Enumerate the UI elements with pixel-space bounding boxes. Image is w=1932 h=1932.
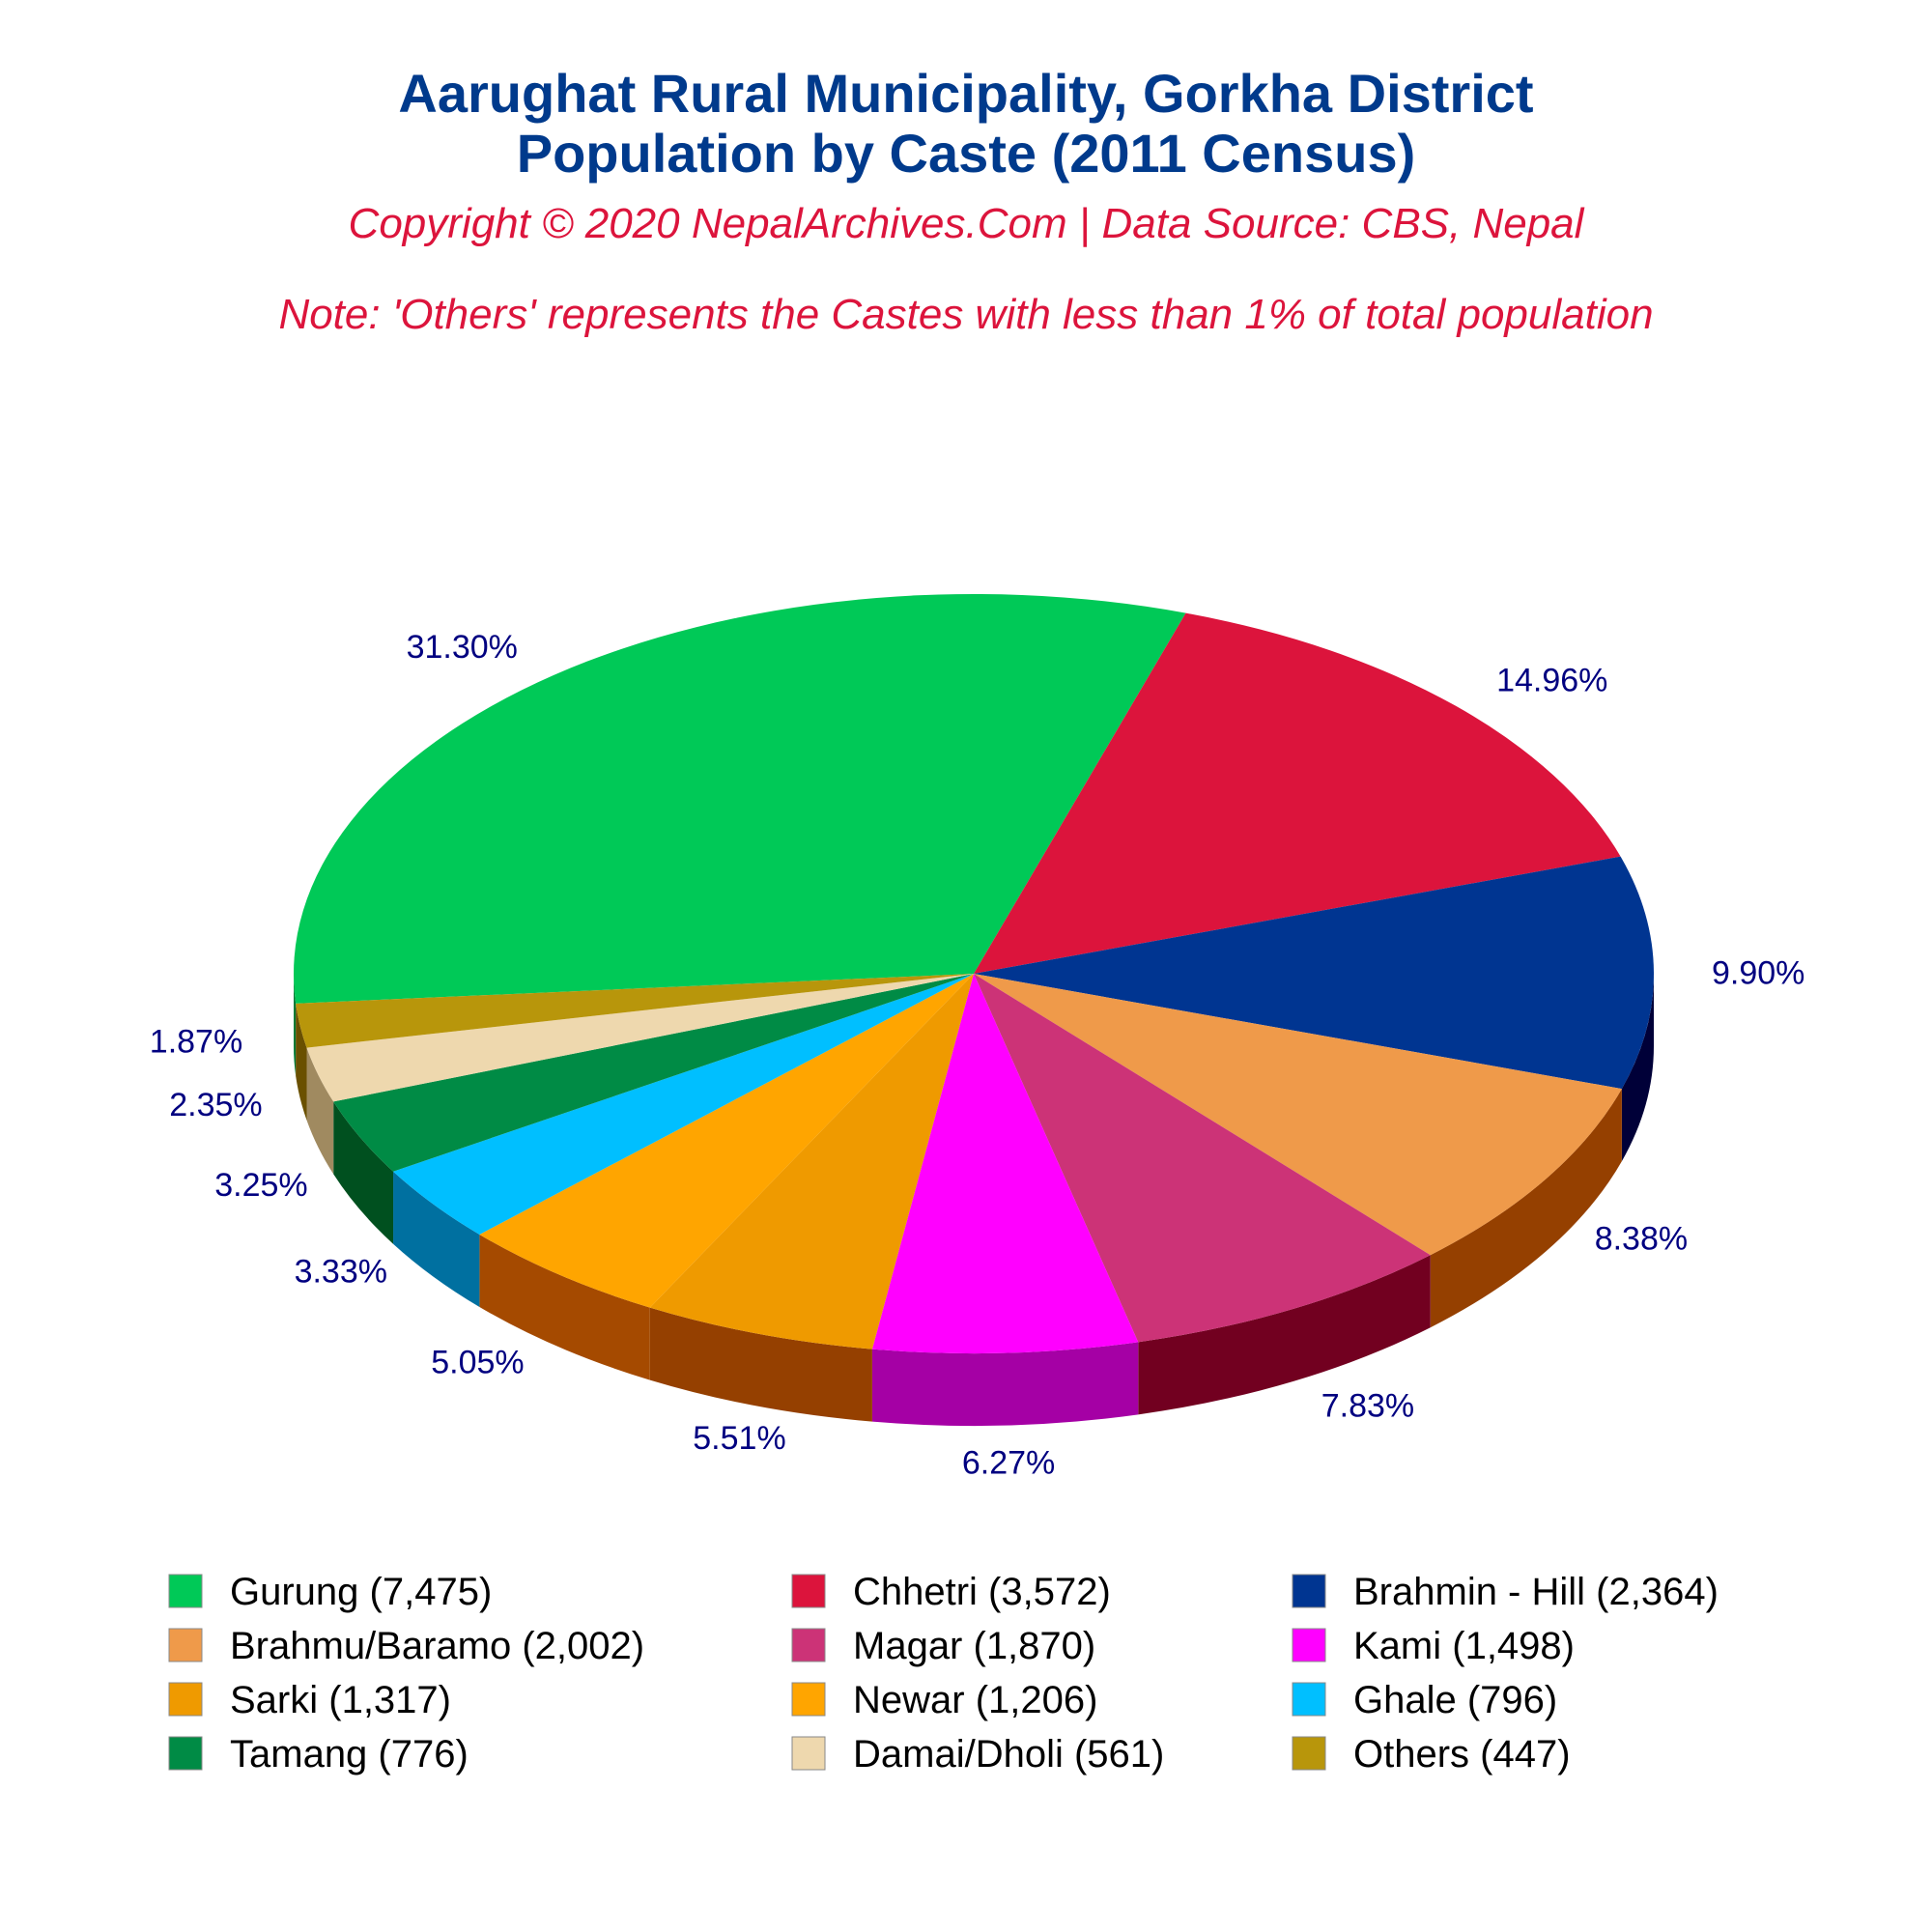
legend-label-7: Newar (1,206) [853, 1679, 1097, 1721]
legend-label-4: Magar (1,870) [853, 1625, 1095, 1667]
legend-swatch-10 [791, 1736, 826, 1771]
pie-side-9 [333, 1101, 394, 1244]
legend-label-8: Ghale (796) [1353, 1679, 1557, 1721]
pie-slice-7 [479, 974, 974, 1308]
chart-title-line2: Population by Caste (2011 Census) [517, 123, 1415, 184]
copyright-text: Copyright © 2020 NepalArchives.Com | Dat… [349, 200, 1585, 247]
pie-side-6 [649, 1307, 872, 1422]
legend-label-10: Damai/Dholi (561) [853, 1733, 1164, 1776]
legend-label-5: Kami (1,498) [1353, 1625, 1575, 1667]
pie-percent-label-4: 7.83% [1321, 1387, 1414, 1424]
legend-label-3: Brahmu/Baramo (2,002) [230, 1625, 644, 1667]
pie-labels: 31.30% 14.96% 9.90% 8.38% 7.83% 6.27% 5.51% 5.0… [150, 629, 1805, 1481]
legend: Gurung (7,475) Chhetri (3,572) Brahmin - H… [168, 1571, 1719, 1776]
pie-slice-10 [306, 974, 974, 1102]
pie-percent-label-2: 9.90% [1712, 955, 1804, 992]
legend-swatch-9 [168, 1736, 203, 1771]
chart-title-line1: Aarughat Rural Municipality, Gorkha Dist… [398, 63, 1533, 124]
note-text: Note: 'Others' represents the Castes wit… [278, 291, 1653, 338]
pie-side-2 [1621, 974, 1654, 1162]
pie-percent-label-8: 3.33% [295, 1253, 387, 1290]
pie-percent-label-0: 31.30% [407, 629, 518, 666]
legend-label-2: Brahmin - Hill (2,364) [1353, 1571, 1719, 1613]
pie-percent-label-10: 2.35% [169, 1087, 262, 1123]
legend-swatch-2 [1292, 1574, 1326, 1608]
pie-percent-label-1: 14.96% [1496, 663, 1607, 699]
pie-side-3 [1430, 1089, 1622, 1328]
legend-swatch-8 [1292, 1682, 1326, 1717]
pie-percent-label-11: 1.87% [150, 1023, 242, 1060]
pie-slice-9 [333, 974, 974, 1172]
pie-sides [294, 974, 1654, 1426]
pie-percent-label-3: 8.38% [1595, 1221, 1688, 1258]
pie-side-10 [306, 1047, 334, 1175]
pie-slice-3 [974, 974, 1622, 1256]
legend-swatch-3 [168, 1628, 203, 1662]
pie-side-8 [393, 1171, 480, 1307]
pie-tops [294, 594, 1654, 1353]
legend-label-9: Tamang (776) [230, 1733, 469, 1776]
pie-slice-2 [974, 856, 1654, 1090]
pie-percent-label-5: 6.27% [962, 1444, 1055, 1481]
pie-side-7 [479, 1234, 650, 1380]
legend-label-11: Others (447) [1353, 1733, 1571, 1776]
legend-swatch-0 [168, 1574, 203, 1608]
pie-slice-0 [294, 594, 1186, 1004]
pie-slice-1 [974, 612, 1621, 974]
pie-slice-11 [296, 974, 975, 1048]
legend-label-1: Chhetri (3,572) [853, 1571, 1111, 1613]
legend-swatch-11 [1292, 1736, 1326, 1771]
pie-side-4 [1138, 1255, 1431, 1415]
legend-swatch-7 [791, 1682, 826, 1717]
legend-swatch-4 [791, 1628, 826, 1662]
pie-slice-6 [649, 974, 974, 1350]
pie-side-5 [871, 1342, 1139, 1426]
pie-percent-label-9: 3.25% [214, 1167, 307, 1204]
legend-swatch-6 [168, 1682, 203, 1717]
pie-side-11 [296, 1003, 307, 1121]
pie-slice-4 [974, 974, 1431, 1343]
legend-label-0: Gurung (7,475) [230, 1571, 492, 1613]
pie-slice-8 [393, 974, 975, 1235]
pie-percent-label-7: 5.05% [431, 1344, 524, 1380]
pie-slice-5 [871, 974, 1139, 1353]
pie-side-0 [294, 974, 297, 1076]
pie-percent-label-6: 5.51% [693, 1420, 785, 1457]
legend-label-6: Sarki (1,317) [230, 1679, 451, 1721]
legend-swatch-1 [791, 1574, 826, 1608]
legend-swatch-5 [1292, 1628, 1326, 1662]
